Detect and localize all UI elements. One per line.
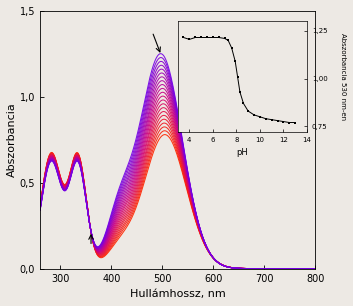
Y-axis label: Abszorbancia: Abszorbancia	[7, 103, 17, 177]
X-axis label: Hullámhossz, nm: Hullámhossz, nm	[130, 289, 226, 299]
